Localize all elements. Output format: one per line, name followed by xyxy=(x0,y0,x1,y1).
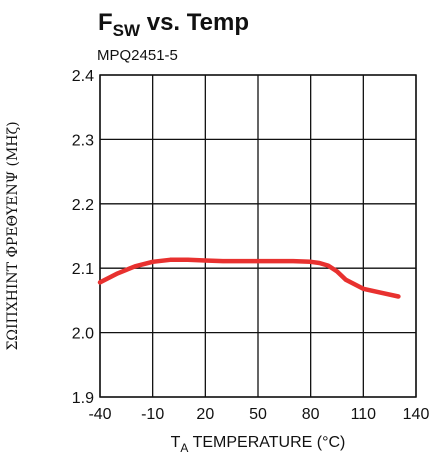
x-tick-label: 20 xyxy=(196,406,214,423)
chart-subtitle: MPQ2451-5 xyxy=(97,47,178,64)
y-tick-label: 1.9 xyxy=(72,390,94,407)
x-tick-label: 50 xyxy=(249,406,267,423)
x-axis-label-main: T xyxy=(171,434,181,451)
x-tick-label: -40 xyxy=(88,406,111,423)
x-tick-label: 140 xyxy=(403,406,430,423)
x-axis-label: TA TEMPERATURE (°C) xyxy=(171,434,346,455)
y-tick-label: 2.2 xyxy=(72,197,94,214)
x-axis-ticks: -40 -10 20 50 80 110 140 xyxy=(88,406,429,423)
x-tick-label: 110 xyxy=(351,406,377,423)
y-tick-label: 2.3 xyxy=(72,132,94,149)
chart-title-rest: vs. Temp xyxy=(140,9,249,36)
y-tick-label: 2.4 xyxy=(72,68,94,85)
x-tick-label: -10 xyxy=(141,406,164,423)
chart-title: FSW vs. Temp xyxy=(98,9,249,40)
y-axis-label: ΣΩΙΠΧΗΙΝΤ ΦΡΕΘΥΕΝΨ (ΜΗζ) xyxy=(5,121,21,350)
plot-frame xyxy=(99,74,417,398)
y-axis-ticks: 1.9 2.0 2.1 2.2 2.3 2.4 xyxy=(72,68,94,407)
x-axis-label-rest: TEMPERATURE (°C) xyxy=(188,434,345,451)
y-tick-label: 2.0 xyxy=(72,326,94,343)
grid xyxy=(99,74,417,398)
chart-title-subscript: SW xyxy=(113,21,141,40)
y-tick-label: 2.1 xyxy=(72,261,94,278)
series-group xyxy=(97,257,401,299)
series-line xyxy=(97,257,401,299)
x-tick-label: 80 xyxy=(302,406,320,423)
chart-title-main: F xyxy=(98,9,113,36)
x-axis-label-subscript: A xyxy=(180,441,188,455)
